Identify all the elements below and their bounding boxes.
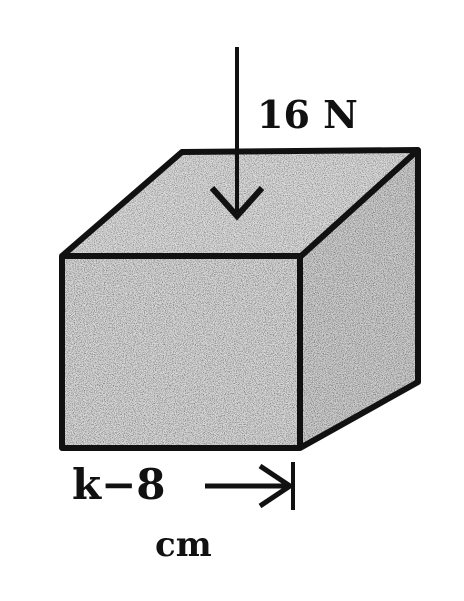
dimension-arrow: [205, 462, 295, 510]
cube-edges: [59, 147, 421, 451]
dimension-unit: cm: [155, 525, 212, 565]
cube: [59, 147, 421, 451]
force-arrow: [209, 47, 265, 221]
force-label: 16 N: [257, 92, 358, 137]
dimension-label: k−8: [72, 460, 166, 509]
